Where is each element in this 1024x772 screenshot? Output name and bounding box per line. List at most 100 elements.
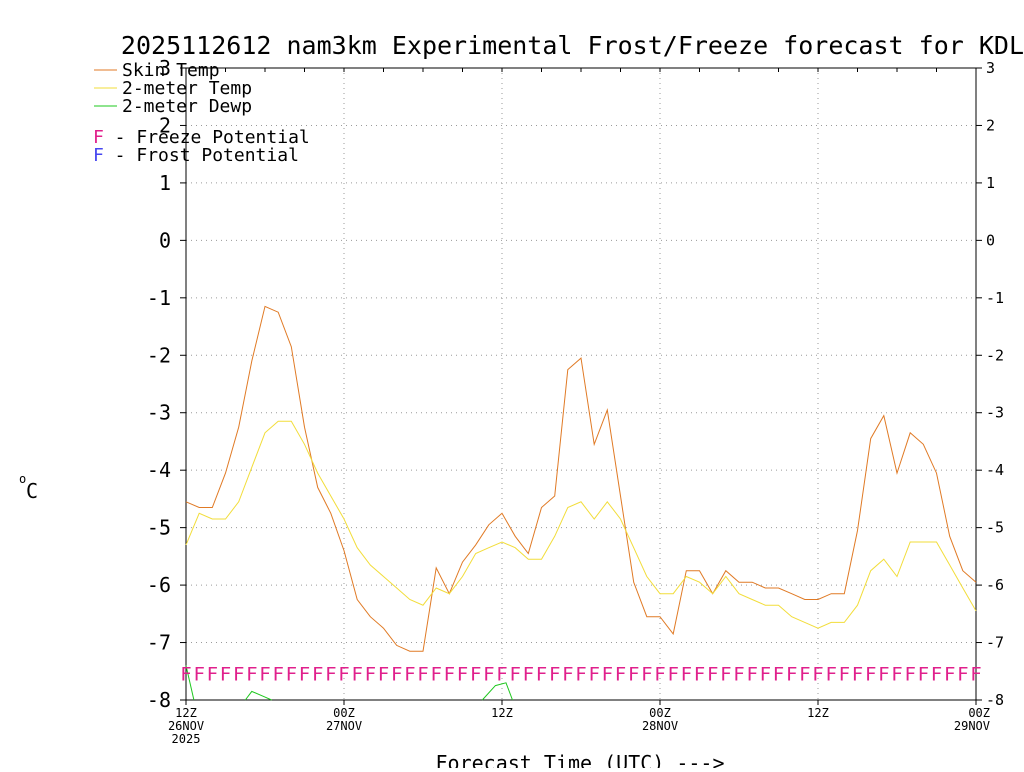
freeze-marker: F bbox=[707, 663, 718, 685]
freeze-marker: F bbox=[312, 663, 323, 685]
x-tick-label: 28NOV bbox=[642, 719, 678, 733]
freeze-marker: F bbox=[325, 663, 336, 685]
y-tick-label-right: -8 bbox=[986, 691, 1004, 709]
y-tick-label-left: 3 bbox=[159, 56, 171, 80]
freeze-marker: F bbox=[825, 663, 836, 685]
y-axis-degree: o bbox=[19, 472, 26, 486]
freeze-marker: F bbox=[615, 663, 626, 685]
freeze-marker: F bbox=[470, 663, 481, 685]
freeze-marker: F bbox=[365, 663, 376, 685]
freeze-marker: F bbox=[970, 663, 981, 685]
freeze-marker: F bbox=[694, 663, 705, 685]
freeze-marker: F bbox=[733, 663, 744, 685]
freeze-marker: F bbox=[641, 663, 652, 685]
series-line-dewp bbox=[185, 665, 195, 701]
freeze-marker: F bbox=[681, 663, 692, 685]
freeze-marker: F bbox=[944, 663, 955, 685]
freeze-marker: F bbox=[246, 663, 257, 685]
y-tick-label-left: -3 bbox=[147, 401, 171, 425]
x-tick-label: 00Z bbox=[968, 706, 990, 720]
freeze-marker: F bbox=[496, 663, 507, 685]
freeze-marker: F bbox=[351, 663, 362, 685]
freeze-marker: F bbox=[523, 663, 534, 685]
y-tick-label-left: -5 bbox=[147, 516, 171, 540]
freeze-marker: F bbox=[338, 663, 349, 685]
freeze-marker: F bbox=[628, 663, 639, 685]
series-line-temp bbox=[185, 420, 977, 629]
freeze-marker: F bbox=[654, 663, 665, 685]
freeze-marker: F bbox=[457, 663, 468, 685]
x-tick-label: 12Z bbox=[807, 706, 829, 720]
y-tick-label-right: 3 bbox=[986, 59, 995, 77]
freeze-marker: F bbox=[786, 663, 797, 685]
legend-label-skin: Skin Temp bbox=[122, 60, 220, 81]
potential-legend-item: F - Frost Potential bbox=[93, 145, 299, 166]
freeze-marker: F bbox=[536, 663, 547, 685]
y-tick-label-left: -7 bbox=[147, 631, 171, 655]
x-tick-label: 27NOV bbox=[326, 719, 362, 733]
freeze-marker: F bbox=[417, 663, 428, 685]
freeze-marker: F bbox=[430, 663, 441, 685]
freeze-marker: F bbox=[233, 663, 244, 685]
series-line-skin bbox=[185, 305, 977, 652]
freeze-marker: F bbox=[746, 663, 757, 685]
y-tick-label-right: 1 bbox=[986, 174, 995, 192]
y-tick-label-left: -4 bbox=[147, 458, 171, 482]
y-tick-label-right: -5 bbox=[986, 519, 1004, 537]
y-tick-label-left: -2 bbox=[147, 343, 171, 367]
freeze-marker: F bbox=[773, 663, 784, 685]
freeze-marker: F bbox=[509, 663, 520, 685]
y-tick-label-left: 0 bbox=[159, 228, 171, 252]
x-tick-label: 2025 bbox=[172, 732, 201, 746]
freeze-marker: F bbox=[562, 663, 573, 685]
freeze-marker: F bbox=[812, 663, 823, 685]
freeze-marker: F bbox=[904, 663, 915, 685]
freeze-marker: F bbox=[852, 663, 863, 685]
potential-legend-letter: F bbox=[93, 145, 104, 166]
freeze-marker: F bbox=[839, 663, 850, 685]
freeze-marker: F bbox=[391, 663, 402, 685]
freeze-marker: F bbox=[207, 663, 218, 685]
freeze-marker: F bbox=[878, 663, 889, 685]
freeze-marker: F bbox=[602, 663, 613, 685]
gridlines bbox=[186, 68, 976, 700]
x-tick-label: 12Z bbox=[491, 706, 513, 720]
x-tick-label: 00Z bbox=[649, 706, 671, 720]
x-tick-label: 29NOV bbox=[954, 719, 990, 733]
freeze-marker: F bbox=[588, 663, 599, 685]
freeze-marker: F bbox=[760, 663, 771, 685]
freeze-marker: F bbox=[483, 663, 494, 685]
y-tick-label-right: -3 bbox=[986, 404, 1004, 422]
freeze-marker: F bbox=[193, 663, 204, 685]
axis-tick-labels: 3 3 2 2 1 1 0 0 -1 -1 -2 -2 -3 -3 -4 -4 -5 -5 -6 -6 -7 -7 -8 -8… bbox=[147, 56, 1004, 746]
y-tick-label-left: 2 bbox=[159, 113, 171, 137]
y-tick-label-left: -6 bbox=[147, 573, 171, 597]
y-tick-label-right: 2 bbox=[986, 116, 995, 134]
freeze-marker: F bbox=[549, 663, 560, 685]
y-tick-label-right: -1 bbox=[986, 289, 1004, 307]
potential-legend-text: - Frost Potential bbox=[104, 145, 299, 166]
freeze-marker: F bbox=[286, 663, 297, 685]
freeze-marker: F bbox=[444, 663, 455, 685]
freeze-marker: F bbox=[220, 663, 231, 685]
axis-ticks bbox=[180, 67, 982, 705]
y-axis-unit: C bbox=[26, 479, 38, 503]
legend-label-temp: 2-meter Temp bbox=[122, 78, 252, 99]
x-tick-label: 00Z bbox=[333, 706, 355, 720]
legend-label-dewp: 2-meter Dewp bbox=[122, 96, 252, 117]
y-tick-label-left: -8 bbox=[147, 688, 171, 712]
freeze-marker: F bbox=[299, 663, 310, 685]
freeze-marker: F bbox=[180, 663, 191, 685]
freeze-marker: F bbox=[378, 663, 389, 685]
freeze-marker: F bbox=[918, 663, 929, 685]
freeze-marker: F bbox=[667, 663, 678, 685]
freeze-marker: F bbox=[404, 663, 415, 685]
freeze-marker: F bbox=[865, 663, 876, 685]
potential-legend-text: - Freeze Potential bbox=[104, 127, 310, 148]
y-tick-label-right: -2 bbox=[986, 346, 1004, 364]
freeze-marker: F bbox=[957, 663, 968, 685]
y-tick-label-right: 0 bbox=[986, 231, 995, 249]
